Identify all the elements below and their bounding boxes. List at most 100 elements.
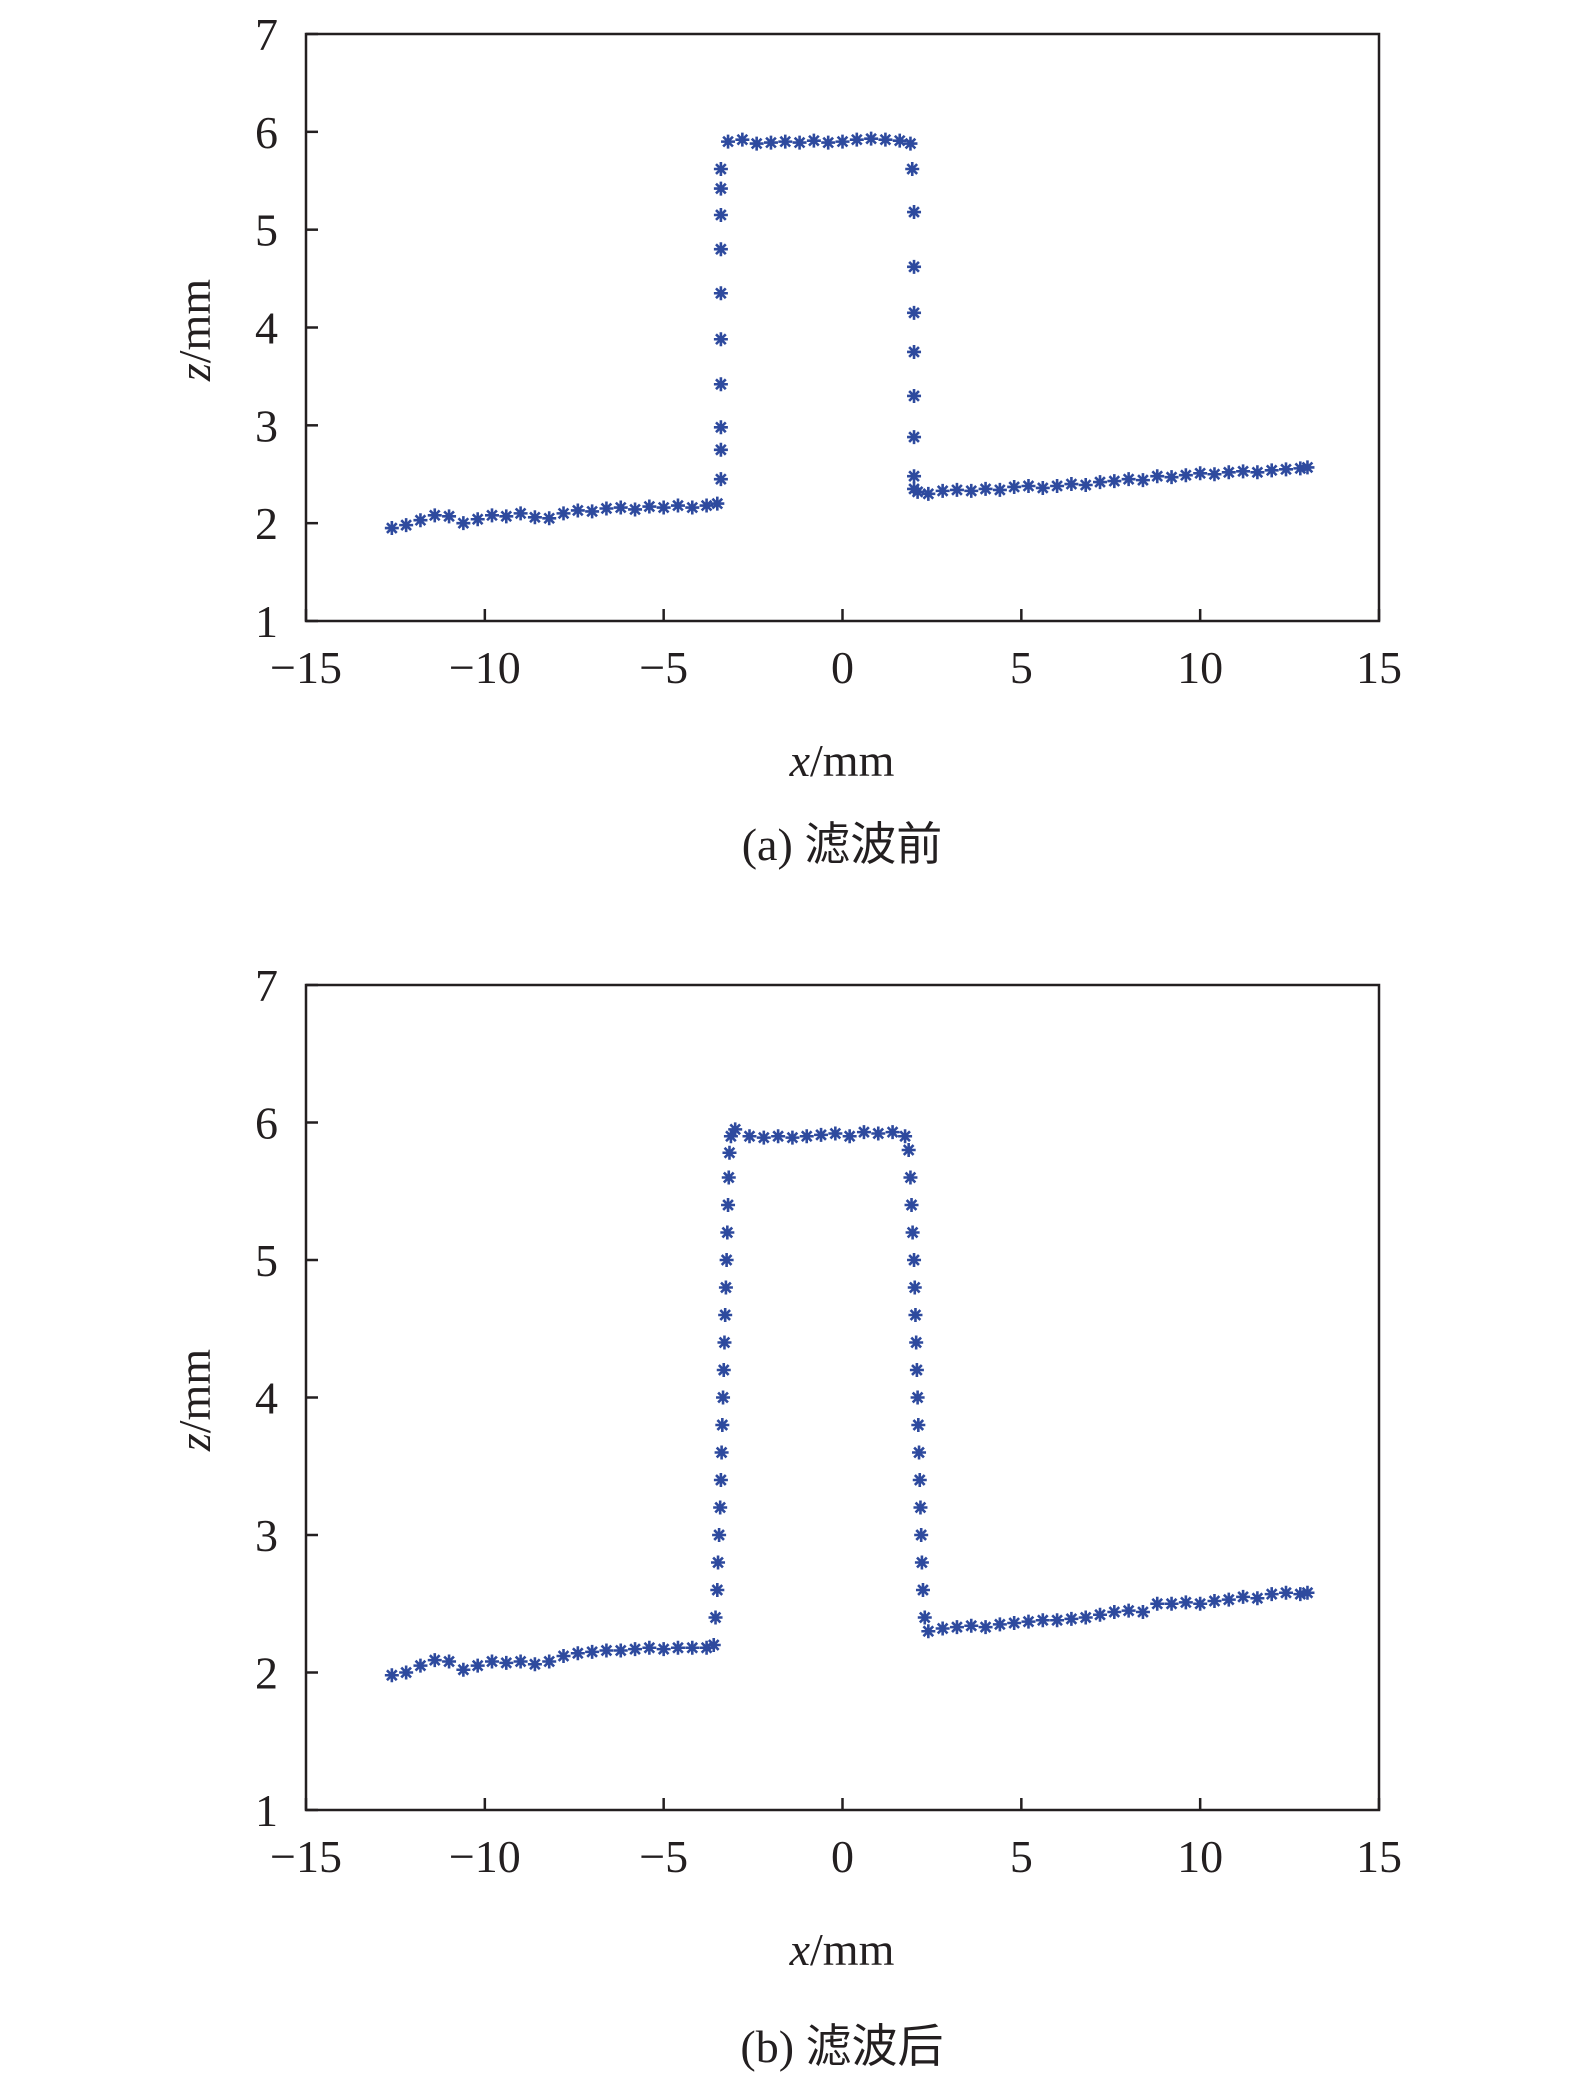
data-point [685,500,700,515]
y-tick-label: 3 [255,1510,278,1561]
data-point [885,1125,900,1140]
data-point [721,1198,736,1212]
data-point [670,498,685,513]
data-point [1121,472,1136,487]
data-point [964,1618,979,1633]
data-point [713,332,728,347]
data-point [399,518,414,533]
x-axis-title: x/mm [789,1924,895,1975]
data-point [1093,475,1108,490]
data-point [1107,474,1122,489]
data-point [470,1658,485,1673]
data-point [978,1620,993,1635]
data-point [1279,1585,1294,1600]
data-point [711,1555,726,1570]
chart-panel-a: 1 2 3 4 5 6 7 −15 −10 −5 0 5 10 15 z/mm x/mm (a) 滤波前 [169,9,1402,870]
data-point [456,516,471,531]
data-point [713,242,728,257]
data-point [907,205,922,220]
data-point [903,1170,918,1185]
x-tick-label: −10 [449,1831,521,1882]
data-point [1178,468,1193,483]
data-point [785,1130,800,1145]
data-point [413,513,428,528]
data-point [413,1658,428,1673]
data-point [842,1129,857,1144]
data-point [613,500,628,515]
data-point [713,472,728,487]
data-point [427,508,442,523]
data-point [892,133,907,148]
data-point [716,1390,731,1405]
x-tick-label: −15 [270,642,342,693]
data-point [713,286,728,301]
data-point [728,1122,743,1137]
data-point [898,1129,913,1144]
x-tick-label: 5 [1010,1831,1033,1882]
data-point [992,1617,1007,1632]
data-point [814,1127,829,1142]
data-point [909,1335,924,1350]
data-point [699,498,714,513]
data-point [921,486,936,501]
y-tick-label: 6 [255,107,278,158]
data-point [907,469,922,484]
data-point [914,1555,929,1570]
data-point [903,136,918,151]
data-point [749,136,764,151]
data-point [907,1280,922,1295]
data-point [1064,477,1079,492]
data-point [722,1145,737,1160]
data-point [1050,478,1065,493]
data-point [909,1363,924,1377]
y-axis-title: z/mm [169,279,220,382]
data-point [1050,1613,1065,1628]
data-point [470,512,485,527]
data-point [907,430,922,445]
data-point [527,510,542,525]
data-point [1236,464,1251,479]
data-point [1293,1587,1308,1602]
x-tick-label: 15 [1356,642,1402,693]
data-point [599,501,614,516]
data-point [628,1642,643,1657]
y-ticks: 1 2 3 4 5 6 7 [255,9,318,647]
y-tick-label: 1 [255,596,278,647]
data-point [828,1126,843,1141]
data-point [912,1473,927,1487]
data-point [710,1583,725,1597]
data-point [613,1643,628,1658]
data-point [1007,1616,1022,1630]
data-point [1035,480,1050,495]
data-point [710,496,725,511]
scatter-points [384,1122,1315,1683]
data-point [721,134,736,149]
data-point [713,377,728,392]
y-tick-label: 7 [255,9,278,60]
data-point [1021,478,1036,493]
data-point [907,388,922,403]
data-point [935,483,950,498]
y-tick-label: 2 [255,1648,278,1699]
data-point [949,482,964,497]
y-axis-title: z/mm [169,1349,220,1452]
data-point [399,1665,414,1680]
data-point [849,132,864,147]
data-point [871,1126,886,1141]
y-tick-label: 4 [255,1373,278,1424]
data-point [771,1129,786,1144]
data-point [763,135,778,150]
data-point [904,1198,919,1212]
x-tick-label: 15 [1356,1831,1402,1882]
data-point [1035,1613,1050,1628]
data-point [821,135,836,150]
x-tick-label: 10 [1177,1831,1223,1882]
y-tick-label: 6 [255,1098,278,1149]
data-point [1193,466,1208,481]
panel-caption-b: (b) 滤波后 [740,2021,943,2072]
data-point [864,131,879,146]
data-point [907,1253,922,1267]
data-point [713,207,728,222]
data-point [513,506,528,521]
